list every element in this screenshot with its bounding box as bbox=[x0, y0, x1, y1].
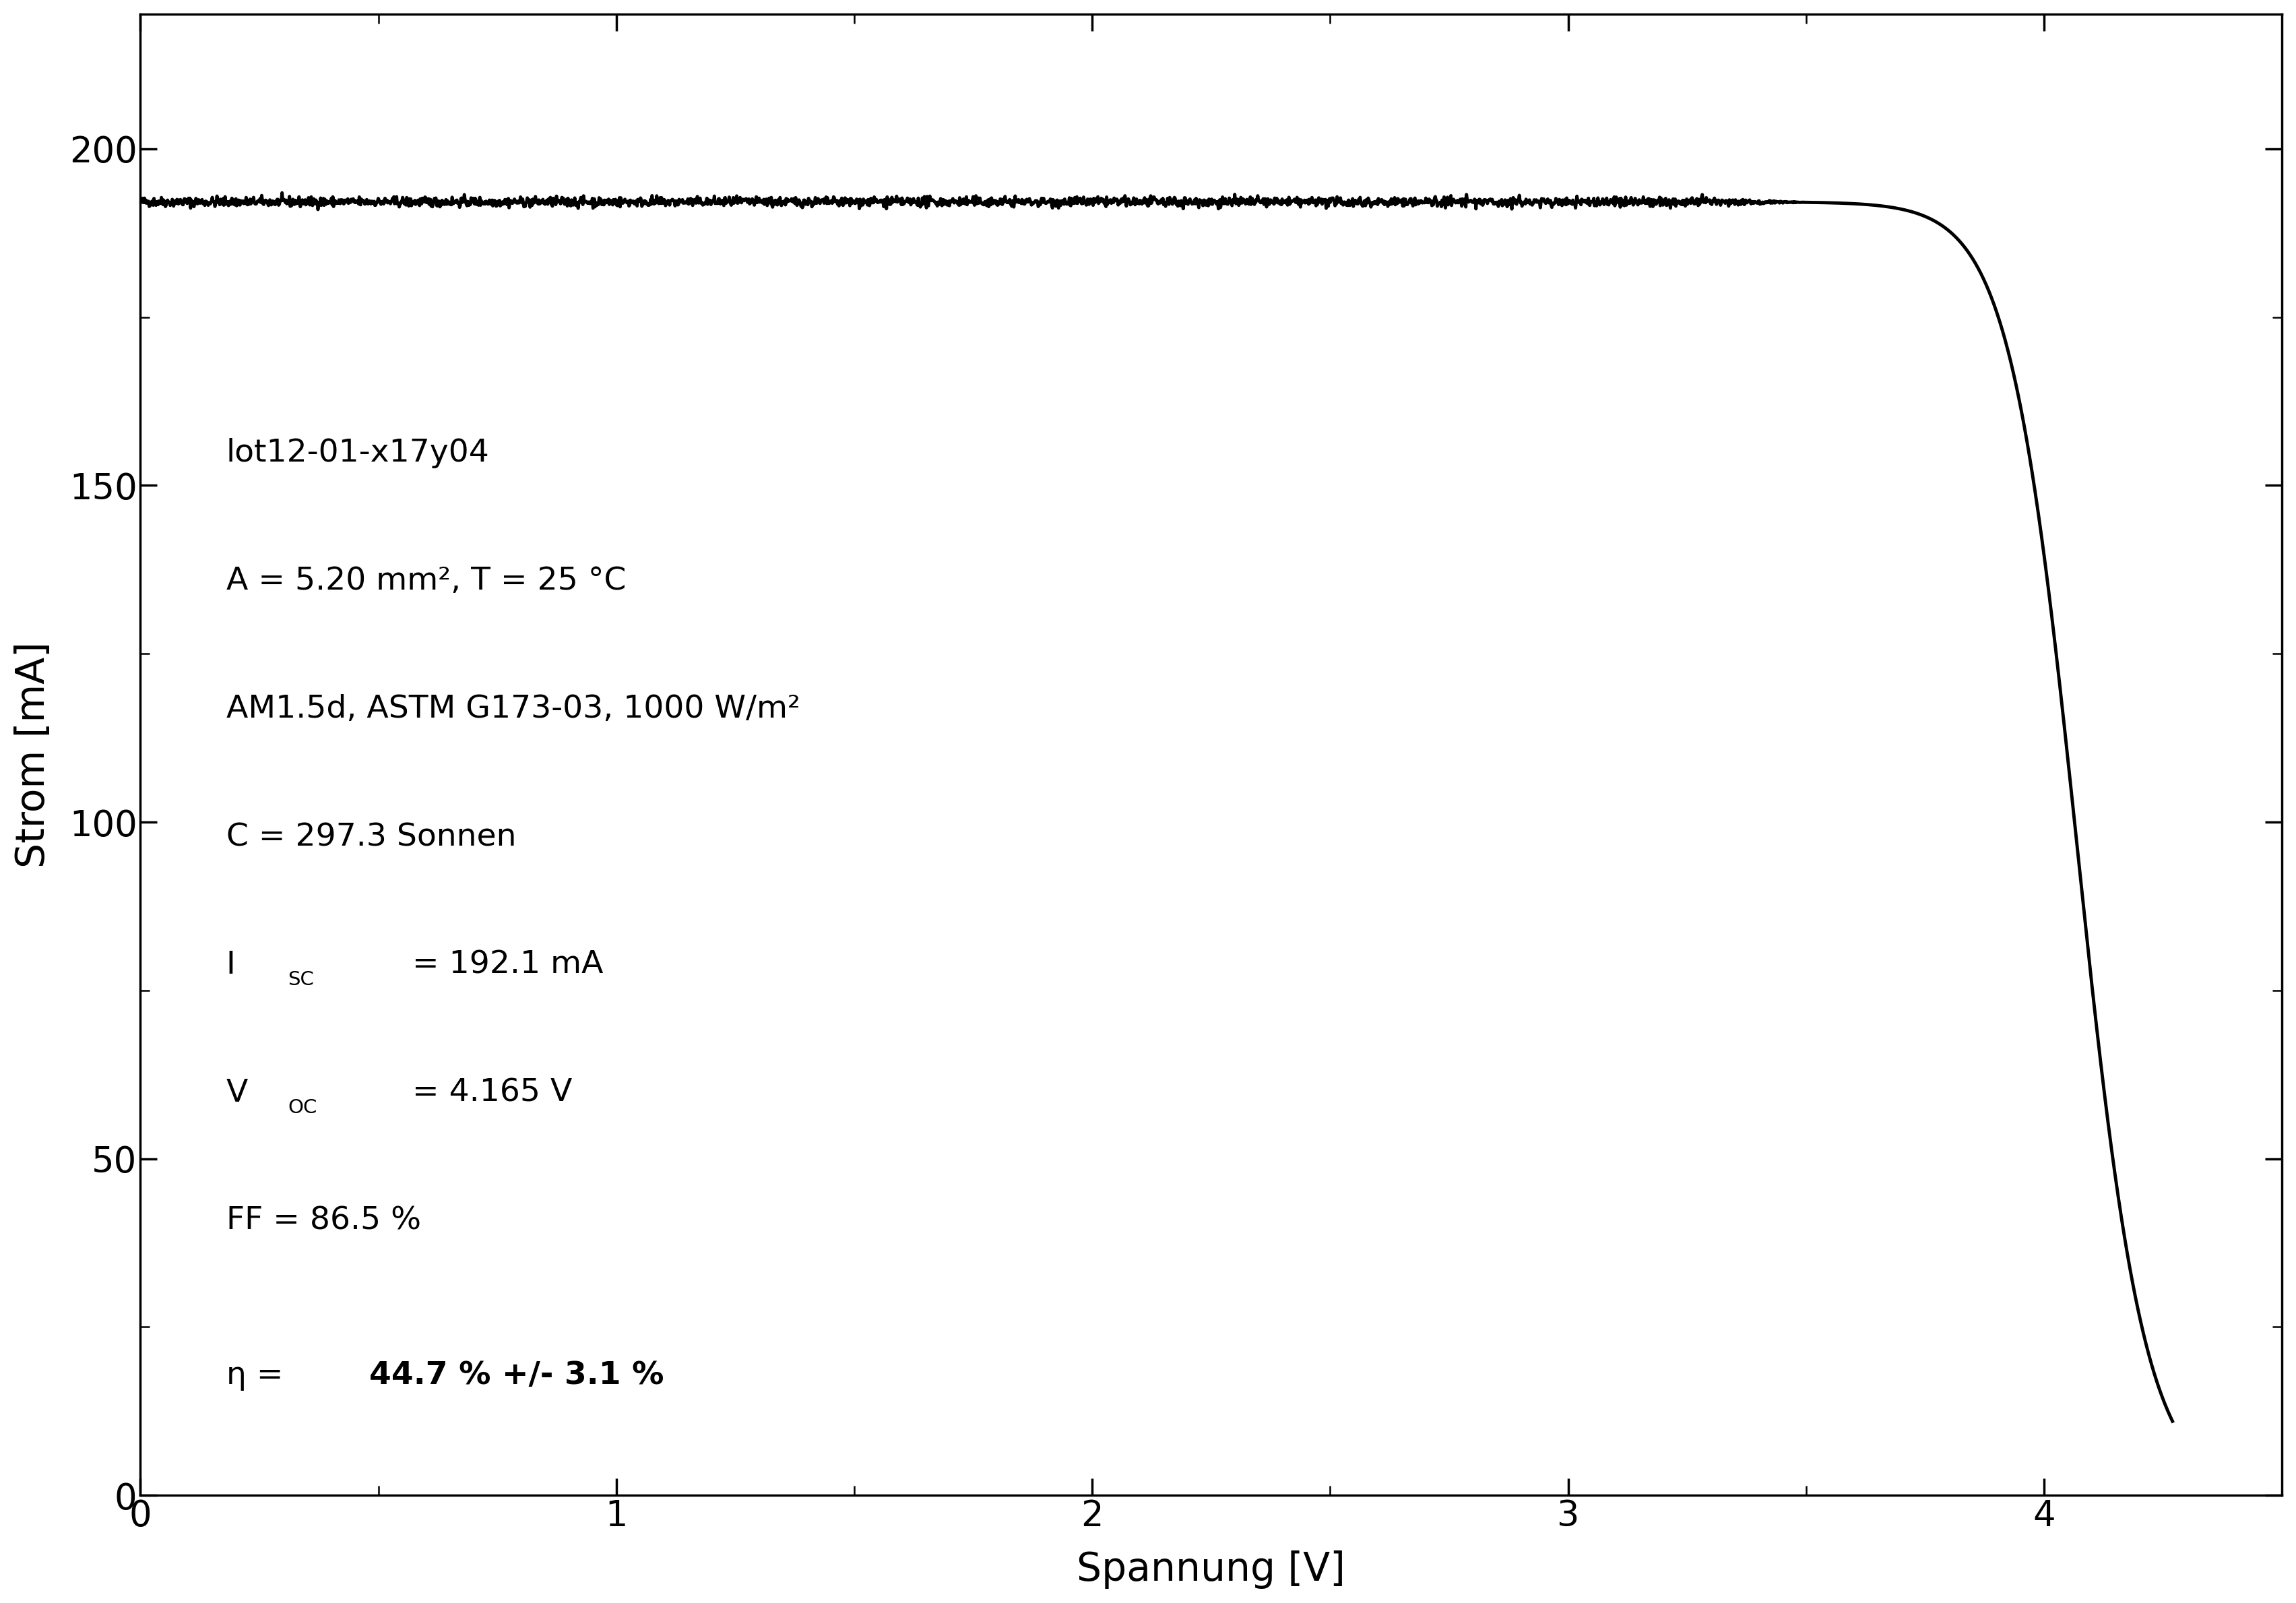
Y-axis label: Strom [mA]: Strom [mA] bbox=[14, 641, 53, 867]
Text: AM1.5d, ASTM G173-03, 1000 W/m²: AM1.5d, ASTM G173-03, 1000 W/m² bbox=[225, 694, 799, 725]
Text: 44.7 % +/- 3.1 %: 44.7 % +/- 3.1 % bbox=[370, 1361, 664, 1391]
Text: = 4.165 V: = 4.165 V bbox=[402, 1077, 572, 1108]
Text: lot12-01-x17y04: lot12-01-x17y04 bbox=[225, 438, 489, 468]
Text: I: I bbox=[225, 951, 236, 981]
Text: = 192.1 mA: = 192.1 mA bbox=[402, 951, 604, 981]
Text: SC: SC bbox=[287, 970, 315, 989]
Text: A = 5.20 mm², T = 25 °C: A = 5.20 mm², T = 25 °C bbox=[225, 566, 627, 596]
Text: OC: OC bbox=[287, 1098, 317, 1117]
X-axis label: Spannung [V]: Spannung [V] bbox=[1077, 1550, 1345, 1589]
Text: C = 297.3 Sonnen: C = 297.3 Sonnen bbox=[225, 822, 517, 853]
Text: η =: η = bbox=[225, 1361, 294, 1391]
Text: V: V bbox=[225, 1077, 248, 1108]
Text: FF = 86.5 %: FF = 86.5 % bbox=[225, 1205, 420, 1236]
